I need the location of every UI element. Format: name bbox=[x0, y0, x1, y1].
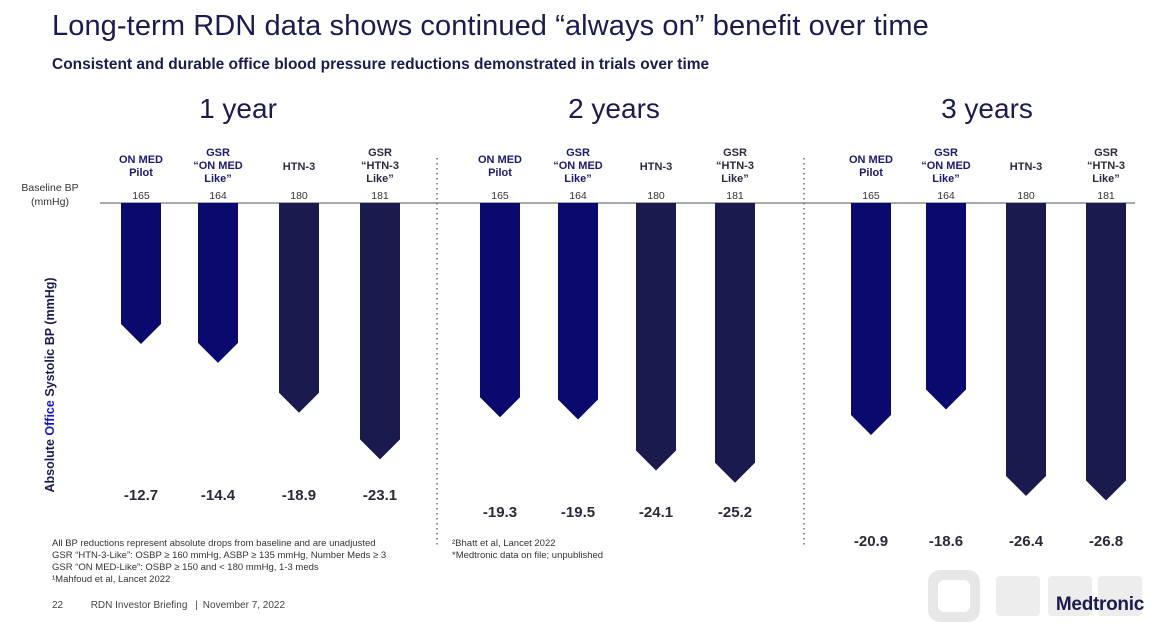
value-label: -18.6 bbox=[929, 533, 963, 550]
watermark-logo-icon bbox=[928, 570, 1142, 622]
category-label: HTN-3 bbox=[1010, 161, 1042, 173]
bar bbox=[715, 203, 755, 483]
category-label: ON MED bbox=[478, 154, 522, 166]
y-axis-label-part: Systolic BP (mmHg) bbox=[43, 277, 57, 400]
bar bbox=[480, 203, 520, 418]
category-label: HTN-3 bbox=[640, 161, 672, 173]
event-name: RDN Investor Briefing bbox=[90, 600, 188, 611]
slide-footer: 22 RDN Investor Briefing | November 7, 20… bbox=[52, 600, 286, 611]
category-label: GSR bbox=[934, 147, 958, 159]
value-label: -14.4 bbox=[201, 487, 236, 504]
category-label: Pilot bbox=[129, 167, 153, 179]
baseline-value: 180 bbox=[647, 190, 665, 202]
category-label: Like” bbox=[564, 173, 592, 185]
category-label: GSR bbox=[206, 147, 230, 159]
category-label: Pilot bbox=[488, 167, 512, 179]
baseline-value: 165 bbox=[862, 190, 880, 202]
category-label: HTN-3 bbox=[283, 161, 315, 173]
y-axis-label-part: Absolute bbox=[43, 436, 57, 493]
baseline-value: 181 bbox=[1097, 190, 1115, 202]
bar bbox=[1006, 203, 1046, 497]
category-label: “HTN-3 bbox=[361, 160, 399, 172]
bar bbox=[1086, 203, 1126, 501]
bar bbox=[636, 203, 676, 471]
bar bbox=[198, 203, 238, 363]
footnote-line: All BP reductions represent absolute dro… bbox=[52, 538, 376, 549]
y-axis-label-part: Office bbox=[43, 400, 57, 435]
value-label: -18.9 bbox=[282, 487, 316, 504]
category-label: Like” bbox=[1092, 173, 1120, 185]
y-axis-label: Absolute Office Systolic BP (mmHg) bbox=[43, 277, 57, 492]
panel-label: 1 year bbox=[199, 93, 277, 124]
category-label: “HTN-3 bbox=[716, 160, 754, 172]
value-label: -23.1 bbox=[363, 487, 397, 504]
baseline-value: 181 bbox=[371, 190, 389, 202]
category-label: GSR bbox=[1094, 147, 1118, 159]
category-label: ON MED bbox=[849, 154, 893, 166]
value-label: -25.2 bbox=[718, 504, 752, 521]
category-label: “HTN-3 bbox=[1087, 160, 1125, 172]
value-label: -19.3 bbox=[483, 504, 517, 521]
bar bbox=[926, 203, 966, 410]
value-label: -20.9 bbox=[854, 533, 888, 550]
baseline-value: 164 bbox=[937, 190, 955, 202]
category-label: ON MED bbox=[119, 154, 163, 166]
panel-label: 2 years bbox=[568, 93, 660, 124]
bar bbox=[121, 203, 161, 344]
baseline-label: (mmHg) bbox=[31, 196, 69, 208]
category-label: “ON MED bbox=[193, 160, 243, 172]
baseline-value: 165 bbox=[491, 190, 509, 202]
bar bbox=[851, 203, 891, 435]
baseline-value: 164 bbox=[569, 190, 587, 202]
value-label: -26.4 bbox=[1009, 533, 1044, 550]
footnote-line: GSR “ON MED-Like”: OSBP ≥ 150 and < 180 … bbox=[52, 562, 319, 573]
baseline-value: 180 bbox=[1017, 190, 1035, 202]
baseline-value: 180 bbox=[290, 190, 308, 202]
category-label: GSR bbox=[723, 147, 747, 159]
footnotes-mid: ²Bhatt et al, Lancet 2022 *Medtronic dat… bbox=[452, 538, 603, 562]
footnote-line: *Medtronic data on file; unpublished bbox=[452, 550, 604, 561]
footnotes-left: All BP reductions represent absolute dro… bbox=[52, 538, 386, 586]
slide-subtitle: Consistent and durable office blood pres… bbox=[52, 56, 710, 73]
category-label: Like” bbox=[366, 173, 394, 185]
baseline-value: 165 bbox=[132, 190, 150, 202]
value-label: -24.1 bbox=[639, 504, 673, 521]
value-label: -19.5 bbox=[561, 504, 595, 521]
baseline-value: 181 bbox=[726, 190, 744, 202]
category-label: “ON MED bbox=[921, 160, 971, 172]
footnote-line: ¹Mahfoud et al, Lancet 2022 bbox=[52, 574, 171, 585]
category-label: Like” bbox=[721, 173, 749, 185]
panel-label: 3 years bbox=[941, 93, 1033, 124]
category-label: “ON MED bbox=[553, 160, 603, 172]
baseline-label: Baseline BP bbox=[21, 182, 78, 194]
category-label: GSR bbox=[566, 147, 590, 159]
bar bbox=[279, 203, 319, 413]
value-label: -26.8 bbox=[1089, 533, 1123, 550]
bar bbox=[558, 203, 598, 420]
category-label: Pilot bbox=[859, 167, 883, 179]
baseline-value: 164 bbox=[209, 190, 227, 202]
page-number: 22 bbox=[52, 600, 64, 611]
footnote-line: ²Bhatt et al, Lancet 2022 bbox=[452, 538, 556, 549]
value-label: -12.7 bbox=[124, 487, 158, 504]
footnote-line: GSR “HTN-3-Like”: OSBP ≥ 160 mmHg, ASBP … bbox=[52, 550, 387, 561]
slide-title: Long-term RDN data shows continued “alwa… bbox=[52, 10, 929, 42]
event-date: November 7, 2022 bbox=[202, 600, 286, 611]
category-label: GSR bbox=[368, 147, 392, 159]
category-label: Like” bbox=[204, 173, 232, 185]
bar bbox=[360, 203, 400, 460]
medtronic-logo: Medtronic bbox=[1055, 594, 1144, 615]
category-label: Like” bbox=[932, 173, 960, 185]
